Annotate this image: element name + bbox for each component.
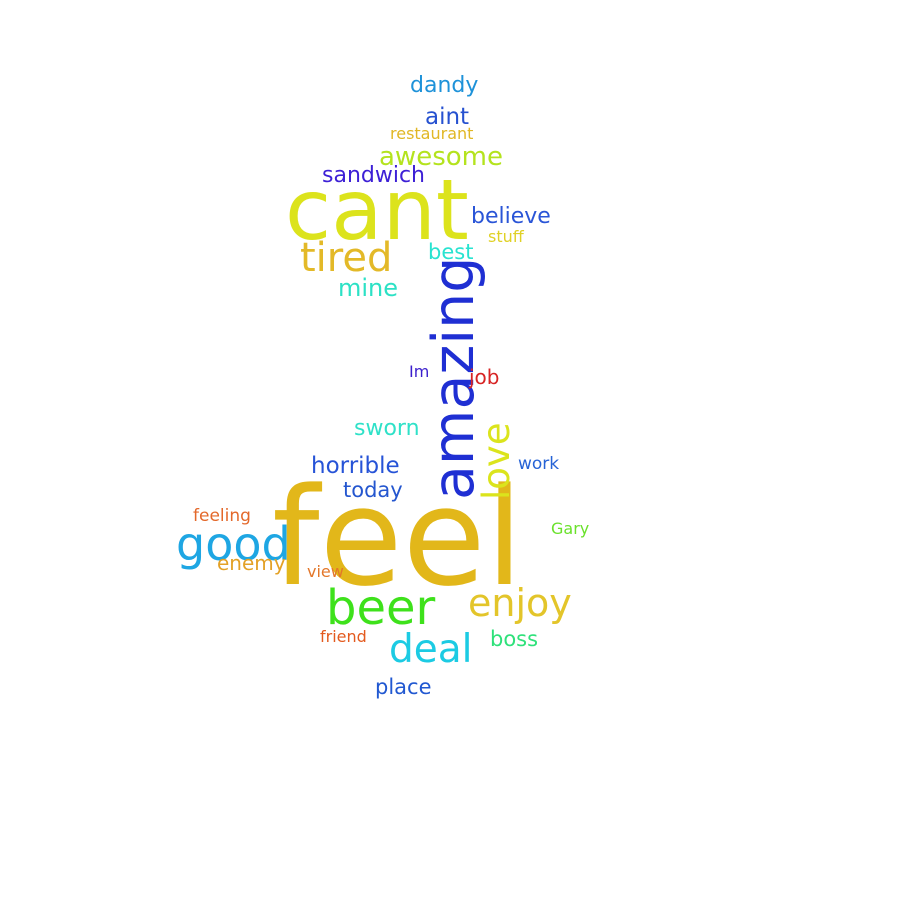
word-mine: mine bbox=[338, 274, 399, 302]
word-restaurant: restaurant bbox=[390, 124, 474, 143]
word-gary: Gary bbox=[551, 519, 590, 538]
word-sworn: sworn bbox=[354, 416, 420, 441]
word-place: place bbox=[375, 675, 432, 699]
word-best: best bbox=[428, 240, 474, 264]
word-feeling: feeling bbox=[193, 506, 251, 526]
word-view: view bbox=[307, 562, 344, 581]
word-cant: cant bbox=[285, 161, 469, 259]
word-love: love bbox=[475, 422, 518, 500]
word-enemy: enemy bbox=[217, 551, 286, 575]
word-stuff: stuff bbox=[488, 227, 524, 246]
word-beer: beer bbox=[326, 580, 436, 636]
word-boss: boss bbox=[490, 627, 539, 651]
word-horrible: horrible bbox=[311, 453, 400, 479]
word-deal: deal bbox=[389, 627, 473, 672]
word-today: today bbox=[343, 478, 403, 502]
word-sandwich: sandwich bbox=[322, 163, 425, 188]
word-awesome: awesome bbox=[379, 142, 503, 172]
word-feel: feel bbox=[272, 459, 524, 616]
word-aint: aint bbox=[425, 104, 470, 130]
word-work: work bbox=[518, 454, 560, 474]
word-dandy: dandy bbox=[410, 73, 479, 98]
word-good: good bbox=[176, 517, 291, 571]
word-enjoy: enjoy bbox=[468, 581, 572, 625]
word-tired: tired bbox=[300, 235, 393, 281]
word-believe: believe bbox=[471, 204, 551, 229]
word-job: job bbox=[469, 365, 500, 389]
word-im: Im bbox=[409, 362, 430, 381]
word-friend: friend bbox=[320, 627, 367, 646]
